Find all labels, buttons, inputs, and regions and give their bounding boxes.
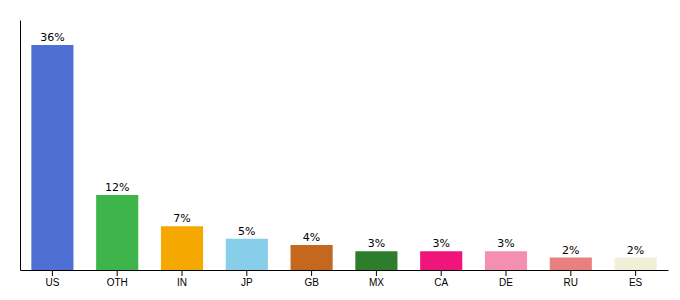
- x-tick-label: RU: [564, 277, 578, 288]
- x-tick-mark: [182, 270, 183, 276]
- x-tick-mark: [635, 270, 636, 276]
- x-tick-mark: [570, 270, 571, 276]
- bar: [420, 251, 462, 270]
- x-tick-label: CA: [434, 277, 448, 288]
- x-tick-label: MX: [369, 277, 384, 288]
- bar: [485, 251, 527, 270]
- data-label: 2%: [627, 244, 644, 257]
- x-tick-mark: [311, 270, 312, 276]
- data-label: 7%: [173, 212, 190, 225]
- x-tick-label: JP: [241, 277, 253, 288]
- x-tick: US: [45, 270, 59, 288]
- x-tick: ES: [629, 270, 643, 288]
- bar: [226, 239, 268, 270]
- x-tick-mark: [246, 270, 247, 276]
- data-label: 3%: [432, 237, 449, 250]
- x-tick-label: US: [45, 277, 59, 288]
- chart: US OTH IN JP GB MX CA DE RU ES 36% 12% 7% 5% 4% 3% 3% 3% 2…: [0, 0, 680, 300]
- data-label: 3%: [368, 237, 385, 250]
- x-tick: OTH: [107, 270, 128, 288]
- y-axis-line: [20, 21, 21, 271]
- x-tick: IN: [177, 270, 187, 288]
- bar: [355, 251, 397, 270]
- x-tick: GB: [304, 270, 319, 288]
- bar: [31, 45, 73, 270]
- bar: [550, 258, 592, 271]
- x-tick: JP: [241, 270, 253, 288]
- x-tick-mark: [117, 270, 118, 276]
- plot: US OTH IN JP GB MX CA DE RU ES 36% 12% 7% 5% 4% 3% 3% 3% 2…: [21, 21, 669, 289]
- bar: [161, 226, 203, 270]
- x-tick-mark: [441, 270, 442, 276]
- x-axis: US OTH IN JP GB MX CA DE RU ES: [21, 270, 669, 288]
- data-label: 4%: [303, 231, 320, 244]
- bars: [31, 45, 656, 270]
- x-tick-mark: [506, 270, 507, 276]
- x-tick-label: OTH: [107, 277, 128, 288]
- x-tick: CA: [434, 270, 448, 288]
- bar: [291, 245, 333, 270]
- x-tick: RU: [564, 270, 578, 288]
- x-tick-label: IN: [177, 277, 187, 288]
- data-label: 2%: [562, 244, 579, 257]
- x-tick-mark: [52, 270, 53, 276]
- data-label: 5%: [238, 225, 255, 238]
- data-label: 36%: [40, 31, 64, 44]
- data-label: 12%: [105, 181, 129, 194]
- x-tick: MX: [369, 270, 384, 288]
- data-labels: 36% 12% 7% 5% 4% 3% 3% 3% 2% 2%: [40, 31, 644, 257]
- x-tick-label: GB: [304, 277, 319, 288]
- bar: [615, 258, 657, 271]
- y-axis: [20, 21, 21, 271]
- x-tick-label: DE: [499, 277, 513, 288]
- x-tick: DE: [499, 270, 513, 288]
- x-tick-mark: [376, 270, 377, 276]
- bar: [96, 195, 138, 270]
- data-label: 3%: [497, 237, 514, 250]
- x-tick-label: ES: [629, 277, 643, 288]
